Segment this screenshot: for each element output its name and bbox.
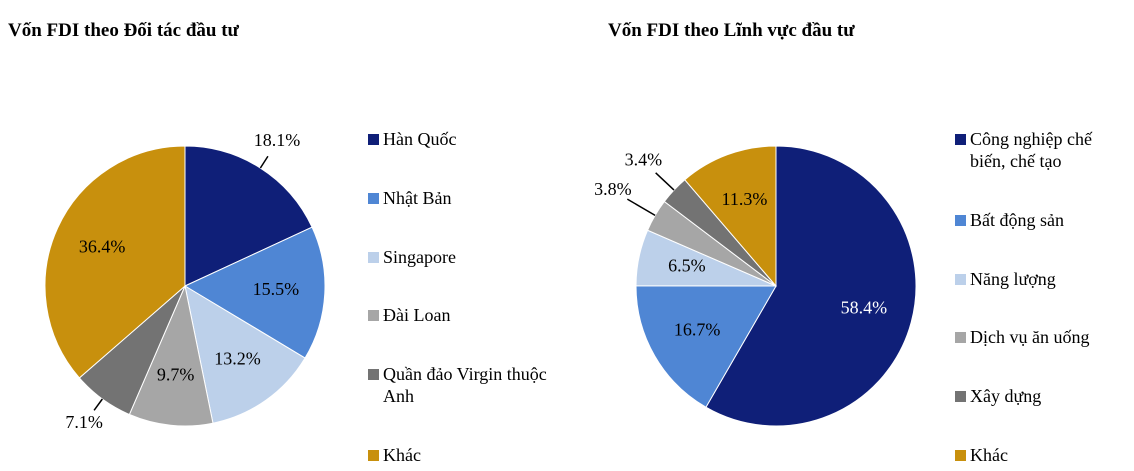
- legend-item: Công nghiệp chế biến, chế tạo: [955, 128, 1130, 172]
- pie-slice: [684, 145, 777, 288]
- legend-label: Nhật Bản: [383, 187, 452, 208]
- legend-swatch: [368, 192, 379, 204]
- legend-swatch: [368, 449, 379, 461]
- legend-swatch: [955, 273, 966, 285]
- legend-item: Singapore: [368, 246, 568, 268]
- data-label: 58.4%: [841, 298, 888, 318]
- legend-item: Xây dựng: [955, 385, 1130, 407]
- data-label: 6.5%: [668, 256, 706, 276]
- pie-slice: [44, 145, 186, 379]
- legend-item: Nhật Bản: [368, 187, 568, 209]
- data-label: 9.7%: [157, 365, 195, 385]
- legend-item: Đài Loan: [368, 304, 568, 326]
- legend-label: Quần đảo Virgin thuộc Anh: [383, 364, 547, 407]
- legend-label: Khác: [970, 444, 1008, 465]
- leader-line: [655, 172, 675, 191]
- legend-label: Hàn Quốc: [383, 129, 457, 149]
- legend-item: Bất động sản: [955, 209, 1130, 231]
- legend-item: Khác: [368, 444, 568, 466]
- legend-label: Khác: [383, 444, 421, 465]
- data-label: 15.5%: [253, 279, 300, 299]
- legend-swatch: [955, 449, 966, 461]
- leader-line: [626, 198, 656, 217]
- chart-title: Vốn FDI theo Đối tác đầu tư: [8, 20, 239, 41]
- data-label: 11.3%: [721, 189, 767, 209]
- legend: Công nghiệp chế biến, chế tạo Bất động sả…: [955, 128, 1130, 466]
- legend-swatch: [955, 134, 966, 145]
- data-label: 16.7%: [674, 320, 721, 340]
- pie-slice: [705, 145, 917, 427]
- legend-swatch: [955, 391, 966, 403]
- legend-swatch: [955, 332, 966, 344]
- pie-slice: [128, 284, 214, 427]
- data-label: 3.8%: [594, 179, 632, 199]
- legend-item: Khác: [955, 444, 1130, 466]
- leader-line: [259, 155, 269, 169]
- legend-label: Bất động sản: [970, 209, 1064, 230]
- data-label: 13.2%: [214, 348, 261, 368]
- legend-item: Năng lượng: [955, 268, 1130, 290]
- legend-swatch: [368, 251, 379, 263]
- legend-label: Xây dựng: [970, 386, 1042, 407]
- legend-label: Đài Loan: [383, 305, 451, 326]
- legend-label: Công nghiệp chế biến, chế tạo: [970, 129, 1092, 171]
- pie-slice: [184, 284, 306, 424]
- legend-item: Dịch vụ ăn uống: [955, 326, 1130, 348]
- legend-item: Hàn Quốc: [368, 128, 568, 150]
- pie-slice: [635, 285, 777, 408]
- data-label: 7.1%: [65, 412, 103, 432]
- chart-title: Vốn FDI theo Lĩnh vực đầu tư: [608, 20, 855, 41]
- legend-label: Năng lượng: [970, 268, 1056, 289]
- legend-swatch: [368, 310, 379, 322]
- legend-label: Singapore: [383, 246, 456, 267]
- legend-swatch: [368, 369, 379, 381]
- data-label: 18.1%: [254, 130, 301, 150]
- data-label: 3.4%: [625, 149, 663, 169]
- legend: Hàn Quốc Nhật Bản Singapore Đài Loan Quần đả…: [368, 128, 568, 466]
- data-label: 36.4%: [79, 236, 126, 256]
- legend-swatch: [368, 134, 379, 145]
- legend-swatch: [955, 214, 966, 226]
- pie-slice: [183, 226, 326, 359]
- legend-label: Dịch vụ ăn uống: [970, 327, 1090, 348]
- legend-item: Quần đảo Virgin thuộc Anh: [368, 363, 568, 407]
- pie-slice: [184, 145, 313, 287]
- leader-line: [93, 398, 103, 411]
